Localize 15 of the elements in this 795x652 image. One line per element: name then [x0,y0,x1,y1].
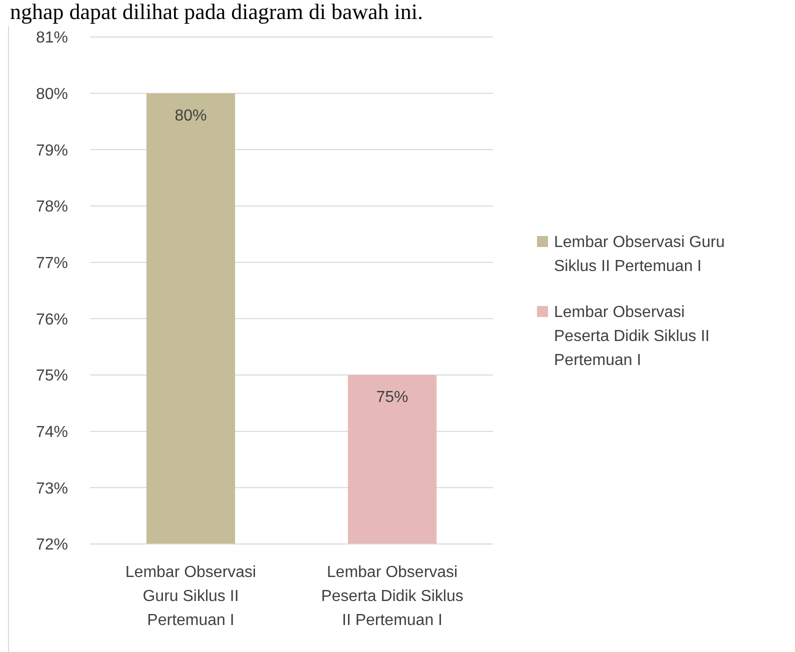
y-tick-label: 81% [36,30,68,47]
y-tick-label: 73% [36,480,68,498]
y-tick-label: 80% [36,86,68,103]
text: nghap dapat dilihat pada diagram di bawah ini. [10,0,423,24]
y-tick-label: 74% [36,424,68,441]
data-label: 80% [174,107,207,124]
legend-label: Lembar Observasi Guru Siklus II Pertemuan I [554,234,725,275]
y-tick-label: 76% [36,311,68,328]
y-tick-label: 78% [36,198,68,216]
data-label: 75% [376,389,408,406]
y-tick-label: 79% [36,142,68,160]
legend-label: Lembar Observasi Peserta Didik Siklus II Pertemuan I [554,304,710,369]
y-tick-label: 75% [36,368,68,385]
y-tick-label: 77% [36,254,68,272]
y-tick-label: 72% [36,536,68,554]
